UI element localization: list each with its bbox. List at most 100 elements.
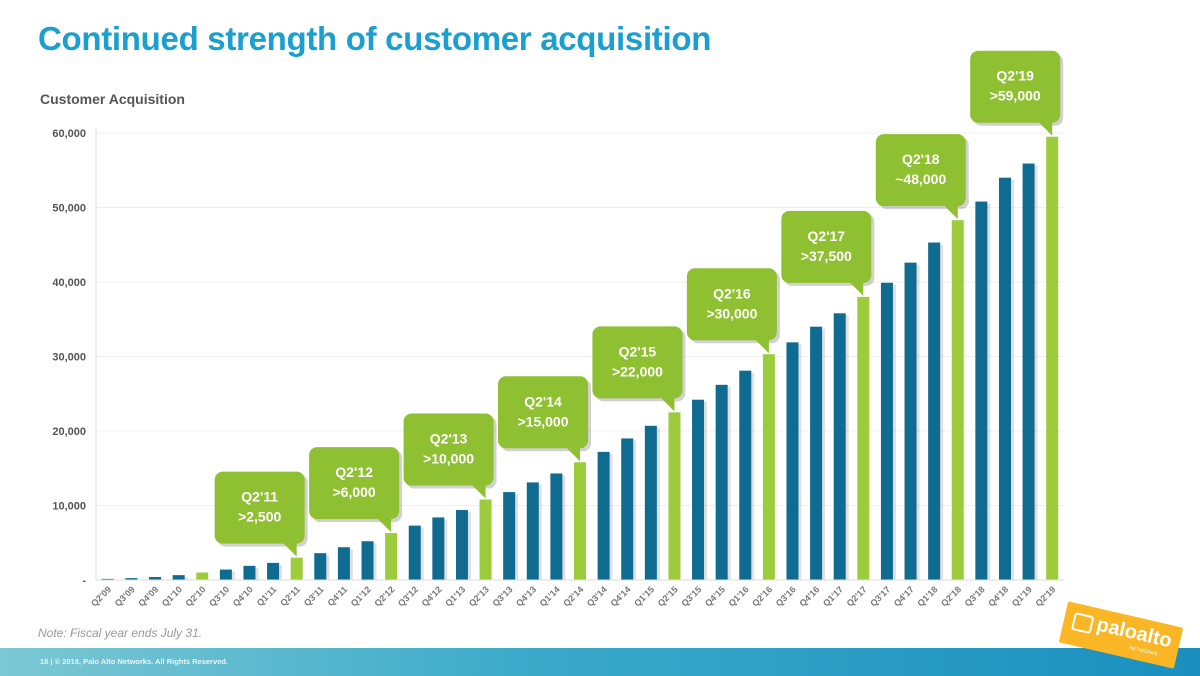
- callout-period: Q2'13: [430, 431, 468, 447]
- y-tick-label: 40,000: [52, 277, 86, 289]
- x-tick-label: Q3'18: [963, 584, 987, 608]
- callout-box: [592, 326, 683, 399]
- x-tick-label: Q2'11: [278, 584, 302, 608]
- bar-highlight: [951, 220, 964, 581]
- bar: [550, 473, 563, 580]
- bar: [432, 517, 445, 580]
- bar-highlight: [385, 533, 398, 580]
- bar-highlight: [762, 354, 775, 580]
- callout-box: [403, 413, 494, 486]
- callout-period: Q2'12: [335, 464, 373, 480]
- callout: Q2'14 >15,000: [498, 376, 591, 462]
- callout: Q2'15 >22,000: [592, 326, 686, 412]
- bar: [125, 578, 138, 580]
- x-tick-label: Q3'15: [679, 584, 703, 608]
- bar: [455, 509, 468, 580]
- bar-highlight: [290, 557, 303, 580]
- bar: [408, 525, 421, 580]
- copyright-text: 18 | © 2018, Palo Alto Networks. All Rig…: [40, 657, 228, 666]
- x-tick-label: Q3'11: [302, 584, 326, 608]
- bar: [597, 451, 610, 580]
- bar: [928, 242, 941, 580]
- callout-box: [498, 376, 588, 449]
- callout-box: [781, 210, 872, 283]
- x-tick-label: Q1'19: [1010, 584, 1034, 608]
- bar: [644, 425, 657, 580]
- x-tick-label: Q2'14: [561, 584, 585, 608]
- x-tick-label: Q4'09: [136, 584, 160, 608]
- y-tick-label: -: [82, 575, 86, 587]
- callout-period: Q2'15: [619, 343, 657, 359]
- callout-period: Q2'14: [524, 393, 562, 409]
- slide-title: Continued strength of customer acquisiti…: [38, 20, 712, 57]
- y-tick-label: 50,000: [52, 203, 86, 215]
- bar: [101, 578, 114, 580]
- x-tick-label: Q2'13: [467, 584, 491, 608]
- bar: [715, 384, 728, 580]
- x-tick-label: Q4'14: [608, 584, 632, 608]
- bar-chart: - 10,000 20,000 30,000 40,000 50,000 60,000 Q2…: [52, 50, 1064, 609]
- callout-value: >22,000: [612, 363, 663, 379]
- bar: [880, 282, 893, 580]
- bars: [101, 136, 1059, 581]
- x-tick-label: Q1'15: [632, 584, 656, 608]
- bar-highlight: [196, 572, 209, 580]
- callout-period: Q2'17: [808, 228, 846, 244]
- x-tick-label: Q3'09: [113, 584, 137, 608]
- x-tick-label: Q1'12: [349, 584, 373, 608]
- callout-pointer: [754, 339, 769, 354]
- x-tick-label: Q3'12: [396, 584, 420, 608]
- callout-value: >2,500: [238, 509, 281, 525]
- x-tick-label: Q4'10: [231, 584, 255, 608]
- x-tick-label: Q4'15: [703, 584, 727, 608]
- callout-box: [686, 268, 777, 341]
- bar: [243, 565, 256, 580]
- logo-mark-icon: [1070, 612, 1095, 635]
- bar: [904, 262, 917, 580]
- callout-box: [970, 50, 1061, 123]
- bar: [503, 492, 516, 580]
- callout-pointer: [660, 397, 675, 412]
- x-tick-label: Q2'09: [89, 584, 113, 608]
- callout-value: >10,000: [423, 451, 474, 467]
- callout-box: [309, 447, 400, 520]
- x-tick-label: Q2'10: [183, 584, 207, 608]
- bar-highlight: [479, 499, 492, 580]
- y-tick-label: 10,000: [52, 501, 86, 513]
- bar: [833, 313, 846, 580]
- y-tick-label: 30,000: [52, 352, 86, 364]
- bar: [172, 575, 185, 580]
- bar: [786, 342, 799, 580]
- callout: Q2'16 >30,000: [686, 268, 780, 354]
- footer-bar: 18 | © 2018, Palo Alto Networks. All Rig…: [0, 648, 1200, 676]
- x-tick-label: Q4'11: [326, 584, 350, 608]
- bar: [337, 547, 350, 580]
- callout-period: Q2'18: [902, 151, 940, 167]
- callout-pointer: [849, 281, 864, 296]
- callout-period: Q2'19: [996, 68, 1034, 84]
- x-tick-label: Q4'13: [514, 584, 538, 608]
- callout-pointer: [943, 205, 958, 220]
- x-tick-label: Q4'12: [420, 584, 444, 608]
- x-tick-label: Q3'13: [490, 584, 514, 608]
- bar: [621, 438, 634, 580]
- bar: [739, 370, 752, 580]
- callout-pointer: [1038, 121, 1053, 136]
- y-tick-label: 60,000: [52, 128, 86, 140]
- callout: Q2'12 >6,000: [309, 447, 403, 533]
- callout-box: [214, 471, 305, 544]
- x-tick-label: Q4'16: [797, 584, 821, 608]
- x-tick-label: Q3'14: [585, 584, 609, 608]
- x-tick-label: Q1'13: [443, 584, 467, 608]
- bar-highlight: [574, 462, 586, 580]
- bar: [314, 553, 327, 580]
- x-tick-label: Q1'16: [727, 584, 751, 608]
- callout-value: >6,000: [333, 484, 376, 500]
- x-tick-label: Q2'16: [750, 584, 774, 608]
- callout-pointer: [471, 484, 486, 499]
- footnote: Note: Fiscal year ends July 31.: [38, 626, 203, 640]
- x-tick-label: Q3'10: [207, 584, 231, 608]
- callout: Q2'13 >10,000: [403, 413, 497, 499]
- callout-period: Q2'11: [241, 489, 278, 505]
- callout-value: >37,500: [801, 248, 852, 264]
